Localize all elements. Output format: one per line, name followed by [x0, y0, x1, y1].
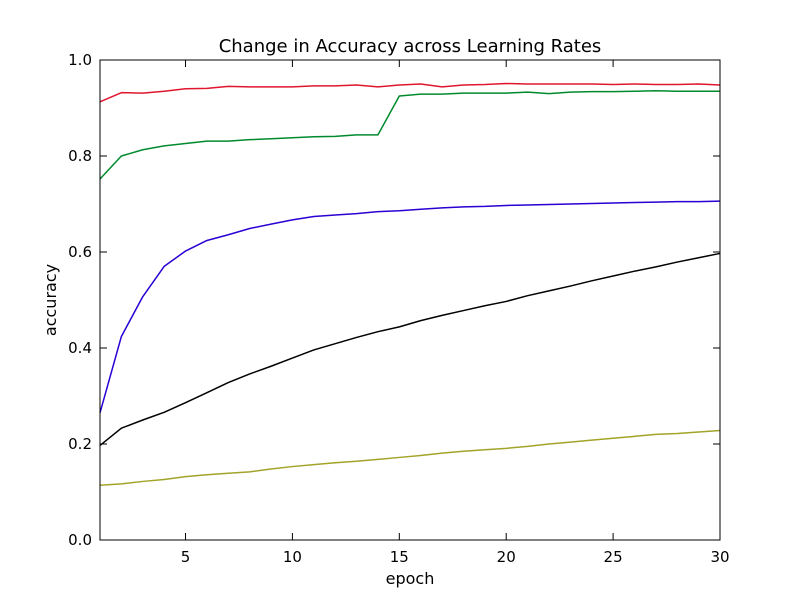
y-tick-label: 0.8: [68, 147, 92, 165]
y-tick-label: 0.2: [68, 435, 92, 453]
series-line-5: [99, 429, 721, 487]
y-tick-label: 0.0: [68, 531, 92, 549]
x-tick-label: 30: [710, 548, 729, 566]
x-tick-label: 25: [604, 548, 623, 566]
series-line-3: [99, 200, 721, 414]
y-tick-label: 0.6: [68, 243, 92, 261]
y-tick-label: 1.0: [68, 51, 92, 69]
x-axis-label: epoch: [386, 569, 435, 588]
x-tick-label: 15: [390, 548, 409, 566]
series-line-4: [99, 252, 721, 447]
axis-ticks: 5 10 15 20 25 30 0.0 0.2 0.4 0.6 0.8 1.0: [68, 51, 729, 566]
y-axis-label: accuracy: [41, 264, 60, 336]
series-line-2: [99, 89, 720, 180]
y-tick-label: 0.4: [68, 339, 92, 357]
series-lines: [99, 82, 721, 487]
chart-title: Change in Accuracy across Learning Rates: [219, 36, 602, 57]
series-line-1: [99, 82, 721, 103]
x-tick-label: 20: [497, 548, 516, 566]
x-tick-label: 10: [283, 548, 302, 566]
x-tick-label: 5: [181, 548, 191, 566]
plot-area-frame: [99, 59, 721, 541]
